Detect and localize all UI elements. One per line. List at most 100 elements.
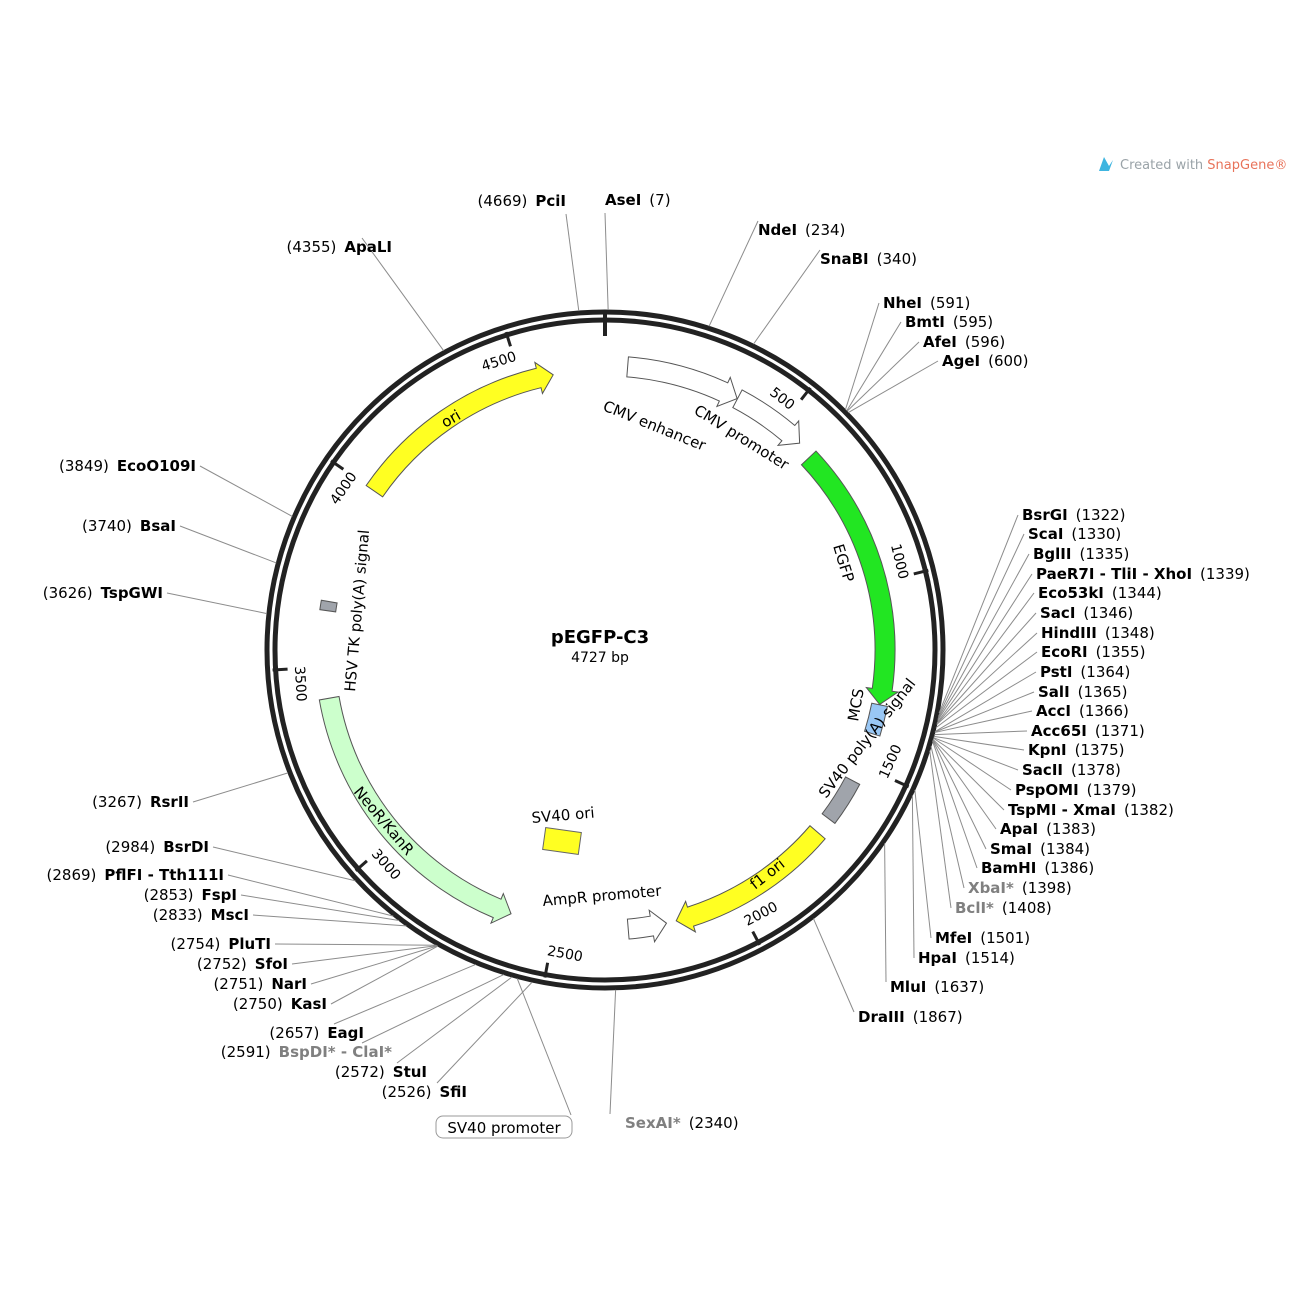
site-label: AfeI (596) — [923, 333, 1005, 351]
site-eagi: (2657) EagI — [269, 1024, 364, 1042]
site-position: (4669) — [478, 192, 528, 210]
site-ecori: EcoRI (1355) — [1041, 643, 1145, 661]
site-position: (7) — [649, 191, 670, 209]
site-leader — [938, 514, 1019, 714]
site-leader — [937, 553, 1030, 720]
tick-label: 2500 — [546, 943, 584, 965]
site-name: PluTI — [228, 935, 271, 953]
site-leader — [199, 465, 293, 517]
site-name: ApaLI — [344, 238, 392, 256]
site-label: (2752) SfoI — [197, 955, 288, 973]
site-position: (1346) — [1083, 604, 1133, 622]
tick-mark — [894, 779, 910, 789]
site-label: PaeR7I - TliI - XhoI (1339) — [1036, 565, 1250, 583]
tick-mark — [330, 459, 345, 471]
site-position: (2751) — [213, 975, 263, 993]
features — [318, 356, 900, 944]
feature-label-egfp: EGFP — [829, 542, 858, 584]
site-label: BclI* (1408) — [955, 899, 1052, 917]
site-label: (2591) BspDI* - ClaI* — [221, 1043, 392, 1061]
site-leader — [333, 963, 476, 1025]
feature-sv40-poly-a-signal — [821, 776, 861, 825]
site-name: SfiI — [439, 1083, 467, 1101]
feature-label-ampr-promoter: AmpR promoter — [542, 882, 663, 910]
site-position: (595) — [953, 313, 993, 331]
site-position: (3849) — [59, 457, 109, 475]
site-smai: SmaI (1384) — [990, 840, 1090, 858]
site-name: AfeI — [923, 333, 957, 351]
tick-mark — [751, 930, 762, 946]
site-position: (2750) — [233, 995, 283, 1013]
site-label: AseI (7) — [605, 191, 671, 209]
site-label: KpnI (1375) — [1028, 741, 1125, 759]
feature-label-mcs: MCS — [844, 687, 867, 723]
site-position: (1378) — [1071, 761, 1121, 779]
site-label: (2984) BsrDI — [105, 838, 209, 856]
site-position: (1514) — [965, 949, 1015, 967]
site-sfoi: (2752) SfoI — [197, 955, 288, 973]
site-position: (3740) — [82, 517, 132, 535]
site-label: (2869) PflFI - Tth111I — [47, 866, 224, 884]
site-label: (3740) BsaI — [82, 517, 176, 535]
site-label: (3849) EcoO109I — [59, 457, 196, 475]
site-paer7i-tlii-xhoi: PaeR7I - TliI - XhoI (1339) — [1036, 565, 1250, 583]
site-label: SalI (1365) — [1038, 683, 1128, 701]
site-bcli: BclI* (1408) — [955, 899, 1052, 917]
site-name: AccI — [1036, 702, 1071, 720]
site-snabi: SnaBI (340) — [820, 250, 917, 268]
site-bsrgi: BsrGI (1322) — [1022, 506, 1126, 524]
site-psti: PstI (1364) — [1040, 663, 1130, 681]
sv40-promoter-leader — [516, 978, 572, 1116]
site-kasi: (2750) KasI — [233, 995, 327, 1013]
site-leader — [179, 525, 277, 564]
site-leader — [934, 710, 1033, 733]
plasmid-name: pEGFP-C3 — [551, 627, 649, 648]
site-position: (1355) — [1096, 643, 1146, 661]
site-position: (1408) — [1002, 899, 1052, 917]
plasmid-length: 4727 bp — [571, 650, 629, 666]
site-label: (4669) PciI — [478, 192, 567, 210]
feature-ori — [365, 361, 554, 498]
site-label: AgeI (600) — [942, 352, 1028, 370]
site-acci: AccI (1366) — [1036, 702, 1129, 720]
site-name: SexAI* — [625, 1114, 681, 1132]
site-position: (591) — [930, 294, 970, 312]
tick-label: 4000 — [327, 469, 360, 507]
site-name: AgeI — [942, 352, 980, 370]
site-name: MfeI — [935, 929, 972, 947]
site-position: (340) — [877, 250, 917, 268]
site-leader — [934, 671, 1037, 732]
feature-mcs — [863, 702, 889, 737]
site-leader-lines — [166, 212, 1038, 1116]
site-pluti: (2754) PluTI — [170, 935, 271, 953]
site-name: TspMI - XmaI — [1008, 801, 1116, 819]
site-bamhi: BamHI (1386) — [981, 859, 1094, 877]
site-afei: AfeI (596) — [923, 333, 1005, 351]
site-asei: AseI (7) — [605, 191, 671, 209]
site-rsrii: (3267) RsrII — [92, 793, 189, 811]
site-position: (1322) — [1076, 506, 1126, 524]
site-name: RsrII — [150, 793, 189, 811]
site-leader — [936, 592, 1035, 724]
site-name: PstI — [1040, 663, 1072, 681]
site-eco53ki: Eco53kI (1344) — [1038, 584, 1162, 602]
site-name: BspDI* - ClaI* — [279, 1043, 392, 1061]
site-name: BamHI — [981, 859, 1036, 877]
site-position: (1867) — [913, 1008, 963, 1026]
site-name: ApaI — [1000, 820, 1038, 838]
site-position: (1364) — [1080, 663, 1130, 681]
site-apali: (4355) ApaLI — [287, 238, 393, 256]
site-position: (1365) — [1078, 683, 1128, 701]
site-label: (3626) TspGWI — [43, 584, 163, 602]
site-saci: SacI (1346) — [1040, 604, 1133, 622]
credit-text: Created with SnapGene® — [1120, 158, 1287, 173]
feature-label-hsv-tk-polya: HSV TK poly(A) signal — [341, 529, 373, 692]
site-name: ScaI — [1028, 525, 1063, 543]
site-position: (2984) — [105, 838, 155, 856]
site-position: (1398) — [1022, 879, 1072, 897]
site-name: PciI — [535, 192, 566, 210]
site-bsai: (3740) BsaI — [82, 517, 176, 535]
site-label: DraIII (1867) — [858, 1008, 963, 1026]
site-label: HpaI (1514) — [918, 949, 1015, 967]
